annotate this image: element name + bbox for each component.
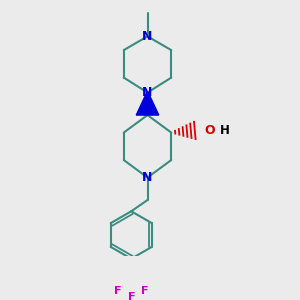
Polygon shape <box>136 93 159 115</box>
Text: O: O <box>205 124 215 136</box>
Text: F: F <box>114 286 121 296</box>
Text: N: N <box>142 86 153 99</box>
Text: F: F <box>128 292 135 300</box>
Text: F: F <box>141 286 149 296</box>
Text: N: N <box>142 30 153 43</box>
Text: H: H <box>220 124 230 136</box>
Text: N: N <box>142 171 153 184</box>
